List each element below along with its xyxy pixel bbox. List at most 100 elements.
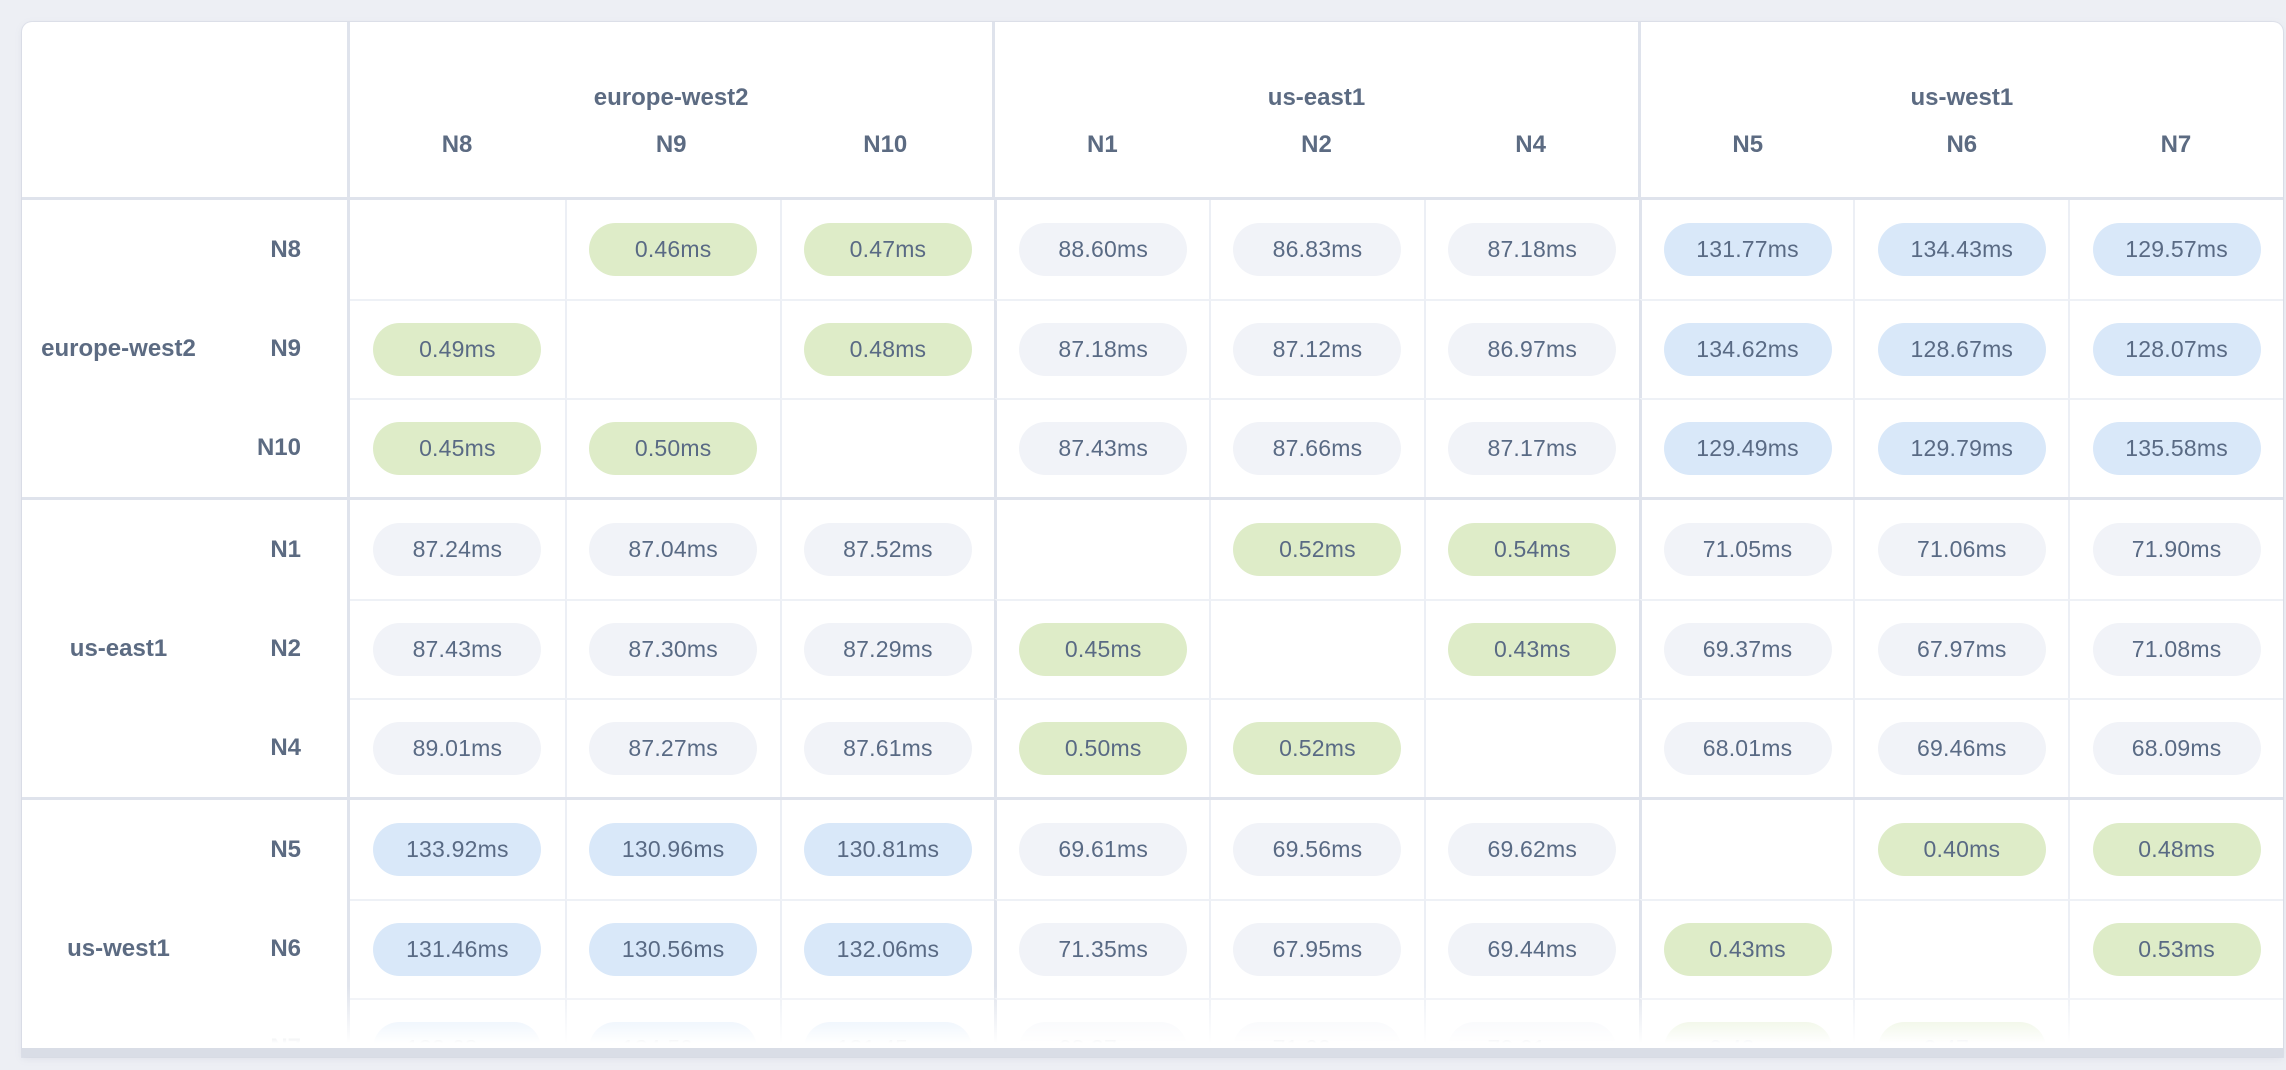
latency-pill-mid[interactable]: 88.60ms [1019,223,1188,276]
latency-cell-N4-N2[interactable]: 0.52ms [1209,698,1424,797]
latency-cell-N5-N10[interactable]: 130.81ms [779,800,995,899]
latency-cell-N10-N9[interactable]: 0.50ms [564,398,780,497]
latency-pill-low[interactable]: 0.46ms [589,223,758,276]
latency-cell-N4-N1[interactable]: 0.50ms [994,698,1210,797]
latency-cell-N5-N6[interactable]: 0.40ms [1853,800,2068,899]
latency-pill-low[interactable]: 0.52ms [1233,722,1402,775]
latency-cell-N8-N4[interactable]: 87.18ms [1423,200,1639,299]
latency-pill-mid[interactable]: 87.12ms [1233,323,1402,376]
latency-cell-N6-N8[interactable]: 131.46ms [350,899,565,998]
latency-cell-N1-N2[interactable]: 0.52ms [1209,500,1424,599]
latency-pill-mid[interactable]: 69.44ms [1448,923,1617,976]
latency-cell-N8-N9[interactable]: 0.46ms [564,200,780,299]
latency-cell-N1-N8[interactable]: 87.24ms [350,500,565,599]
latency-pill-high[interactable]: 130.81ms [803,823,972,876]
latency-cell-N1-N6[interactable]: 71.06ms [1853,500,2068,599]
latency-pill-high[interactable]: 135.58ms [2092,422,2261,475]
latency-cell-N6-N5[interactable]: 0.43ms [1638,899,1854,998]
latency-cell-N1-N5[interactable]: 71.05ms [1638,500,1854,599]
latency-cell-N5-N4[interactable]: 69.62ms [1423,800,1639,899]
latency-cell-N4-N10[interactable]: 87.61ms [779,698,995,797]
latency-pill-low[interactable]: 0.53ms [2092,923,2261,976]
latency-cell-N10-N7[interactable]: 135.58ms [2068,398,2283,497]
latency-pill-high[interactable]: 129.49ms [1663,422,1832,475]
latency-pill-mid[interactable]: 87.30ms [589,623,758,676]
latency-pill-low[interactable]: 0.43ms [1448,623,1617,676]
latency-pill-mid[interactable]: 87.17ms [1448,422,1617,475]
latency-cell-N9-N5[interactable]: 134.62ms [1638,299,1854,398]
latency-pill-high[interactable]: 134.43ms [1877,223,2046,276]
latency-cell-N6-N7[interactable]: 0.53ms [2068,899,2283,998]
latency-pill-high[interactable]: 128.67ms [1877,323,2046,376]
latency-cell-N4-N6[interactable]: 69.46ms [1853,698,2069,797]
latency-cell-N8-N1[interactable]: 88.60ms [994,200,1209,299]
latency-pill-mid[interactable]: 68.01ms [1663,722,1832,775]
latency-cell-N6-N10[interactable]: 132.06ms [779,899,995,998]
latency-cell-N5-N1[interactable]: 69.61ms [994,800,1209,899]
latency-cell-N1-N7[interactable]: 71.90ms [2068,500,2283,599]
latency-cell-N1-N10[interactable]: 87.52ms [779,500,995,599]
latency-pill-mid[interactable]: 67.97ms [1877,623,2046,676]
latency-pill-mid[interactable]: 69.46ms [1877,722,2046,775]
latency-cell-N8-N6[interactable]: 134.43ms [1853,200,2068,299]
latency-cell-N9-N4[interactable]: 86.97ms [1423,299,1639,398]
latency-pill-mid[interactable]: 69.61ms [1019,823,1188,876]
latency-pill-mid[interactable]: 69.37ms [1663,623,1832,676]
latency-cell-N2-N1[interactable]: 0.45ms [994,599,1210,698]
latency-cell-N4-N5[interactable]: 68.01ms [1638,698,1854,797]
latency-cell-N4-N7[interactable]: 68.09ms [2068,698,2283,797]
latency-cell-N5-N8[interactable]: 133.92ms [350,800,565,899]
latency-pill-mid[interactable]: 87.29ms [803,623,972,676]
latency-pill-low[interactable]: 0.40ms [1877,823,2046,876]
latency-cell-N5-N2[interactable]: 69.56ms [1209,800,1424,899]
latency-pill-high[interactable]: 128.07ms [2092,323,2261,376]
latency-cell-N6-N9[interactable]: 130.56ms [564,899,780,998]
latency-cell-N8-N7[interactable]: 129.57ms [2068,200,2283,299]
latency-cell-N10-N8[interactable]: 0.45ms [350,398,565,497]
latency-pill-mid[interactable]: 68.09ms [2092,722,2261,775]
latency-pill-mid[interactable]: 87.43ms [1019,422,1188,475]
latency-cell-N10-N5[interactable]: 129.49ms [1638,398,1854,497]
latency-cell-N9-N2[interactable]: 87.12ms [1209,299,1424,398]
latency-pill-low[interactable]: 0.48ms [803,323,972,376]
latency-pill-high[interactable]: 131.46ms [373,923,542,976]
latency-pill-low[interactable]: 0.45ms [1019,623,1188,676]
latency-cell-N9-N8[interactable]: 0.49ms [350,299,565,398]
latency-cell-N10-N1[interactable]: 87.43ms [994,398,1210,497]
latency-pill-mid[interactable]: 67.95ms [1233,923,1402,976]
latency-pill-mid[interactable]: 86.97ms [1448,323,1617,376]
latency-pill-low[interactable]: 0.49ms [373,323,542,376]
latency-pill-high[interactable]: 130.96ms [589,823,758,876]
latency-pill-mid[interactable]: 71.06ms [1877,523,2046,576]
latency-cell-N1-N9[interactable]: 87.04ms [564,500,780,599]
latency-pill-high[interactable]: 131.77ms [1663,223,1832,276]
latency-cell-N10-N4[interactable]: 87.17ms [1423,398,1639,497]
latency-pill-low[interactable]: 0.54ms [1448,523,1617,576]
latency-cell-N1-N4[interactable]: 0.54ms [1423,500,1639,599]
latency-cell-N9-N10[interactable]: 0.48ms [779,299,995,398]
latency-cell-N5-N7[interactable]: 0.48ms [2068,800,2283,899]
latency-pill-high[interactable]: 132.06ms [803,923,972,976]
latency-cell-N9-N1[interactable]: 87.18ms [994,299,1210,398]
latency-cell-N2-N8[interactable]: 87.43ms [350,599,565,698]
latency-pill-mid[interactable]: 71.35ms [1019,923,1188,976]
latency-pill-low[interactable]: 0.43ms [1663,923,1832,976]
latency-pill-mid[interactable]: 71.05ms [1663,523,1832,576]
latency-pill-low[interactable]: 0.50ms [1019,722,1188,775]
latency-pill-mid[interactable]: 69.56ms [1233,823,1402,876]
horizontal-scrollbar-track[interactable] [22,1048,2283,1057]
latency-cell-N2-N6[interactable]: 67.97ms [1853,599,2069,698]
latency-pill-mid[interactable]: 87.18ms [1019,323,1188,376]
latency-pill-high[interactable]: 134.62ms [1663,323,1832,376]
latency-pill-mid[interactable]: 87.27ms [589,722,758,775]
latency-pill-mid[interactable]: 71.90ms [2092,523,2261,576]
latency-pill-mid[interactable]: 87.66ms [1233,422,1402,475]
latency-pill-mid[interactable]: 69.62ms [1448,823,1617,876]
latency-cell-N10-N6[interactable]: 129.79ms [1853,398,2069,497]
latency-cell-N2-N10[interactable]: 87.29ms [779,599,995,698]
latency-pill-mid[interactable]: 87.04ms [589,523,758,576]
latency-pill-mid[interactable]: 87.43ms [373,623,542,676]
latency-cell-N8-N5[interactable]: 131.77ms [1638,200,1854,299]
latency-pill-mid[interactable]: 87.24ms [373,523,542,576]
latency-pill-mid[interactable]: 87.18ms [1448,223,1617,276]
